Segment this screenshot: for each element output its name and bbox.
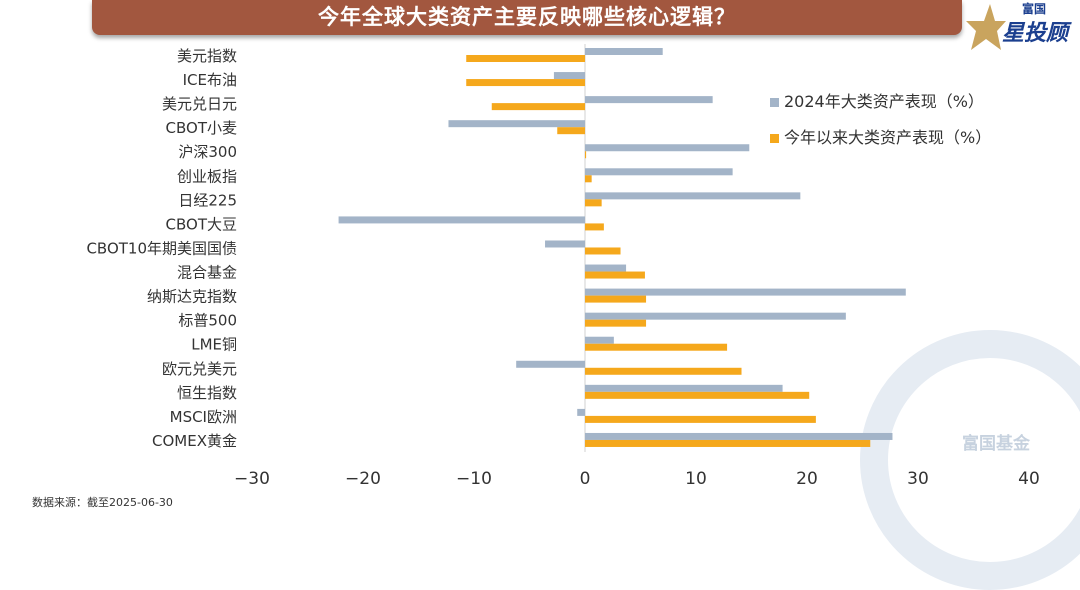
x-tick-label: 40	[1018, 469, 1040, 489]
bar-2024	[585, 96, 713, 104]
x-tick-label: −30	[234, 469, 270, 489]
category-label: CBOT10年期美国国债	[86, 239, 237, 257]
bar-ytd	[557, 127, 585, 135]
star-icon	[966, 4, 1006, 50]
bar-ytd	[585, 391, 810, 399]
bar-ytd	[585, 175, 592, 183]
x-tick-label: −20	[345, 469, 381, 489]
bar-2024	[338, 216, 585, 224]
bar-2024	[585, 312, 846, 320]
category-label: 美元指数	[177, 47, 237, 65]
bar-ytd	[585, 343, 728, 351]
category-label: MSCI欧洲	[170, 408, 237, 426]
bar-ytd	[585, 295, 647, 303]
x-tick-label: 30	[907, 469, 929, 489]
category-label: LME铜	[191, 336, 237, 354]
bar-ytd	[585, 439, 871, 447]
x-tick-label: 0	[580, 469, 591, 489]
category-label: 欧元兑美元	[162, 360, 237, 378]
page-title: 今年全球大类资产主要反映哪些核心逻辑？	[92, 0, 962, 35]
bar-ytd	[585, 223, 604, 231]
bar-ytd	[585, 271, 645, 279]
category-label: 沪深300	[178, 143, 237, 161]
x-tick-label: 20	[796, 469, 818, 489]
bar-2024	[585, 432, 893, 440]
category-label: COMEX黄金	[152, 432, 237, 450]
legend-swatch	[770, 134, 779, 143]
category-label: 美元兑日元	[162, 95, 237, 113]
bar-ytd	[585, 247, 621, 255]
bar-2024	[585, 168, 733, 176]
bar-2024	[516, 360, 585, 368]
bar-ytd	[585, 151, 587, 159]
category-label: CBOT小麦	[166, 119, 237, 137]
bar-ytd	[585, 367, 742, 375]
brand-logo: 富国 星投顾	[966, 2, 1078, 54]
bar-2024	[585, 384, 783, 392]
category-label: CBOT大豆	[166, 215, 237, 233]
watermark-text: 富国基金	[962, 434, 1030, 454]
legend-item-ytd: 今年以来大类资产表现（%）	[770, 124, 991, 148]
bar-ytd	[466, 79, 585, 87]
bar-ytd	[585, 415, 816, 423]
bar-ytd	[585, 199, 602, 207]
bar-2024	[585, 144, 750, 152]
legend-swatch	[770, 98, 779, 107]
bar-2024	[585, 192, 801, 200]
category-label: 恒生指数	[177, 384, 237, 402]
bar-ytd	[466, 55, 585, 62]
legend-item-2024: 2024年大类资产表现（%）	[770, 88, 984, 112]
bar-ytd	[491, 103, 585, 111]
data-source: 数据来源：截至2025-06-30	[32, 496, 173, 509]
bar-2024	[585, 336, 614, 344]
category-label: 标普500	[178, 312, 237, 330]
bar-2024	[577, 408, 585, 416]
x-tick-label: −10	[456, 469, 492, 489]
bar-2024	[585, 264, 627, 272]
bar-2024	[585, 288, 906, 296]
category-label: 创业板指	[177, 167, 237, 185]
category-label: 纳斯达克指数	[147, 288, 237, 306]
bar-2024	[553, 72, 585, 80]
bar-2024	[585, 48, 663, 55]
x-tick-label: 10	[685, 469, 707, 489]
bar-2024	[545, 240, 585, 248]
category-label: 混合基金	[177, 264, 237, 282]
bar-2024	[448, 120, 585, 128]
category-label: ICE布油	[183, 71, 237, 89]
category-label: 日经225	[178, 191, 237, 209]
bar-ytd	[585, 319, 647, 327]
